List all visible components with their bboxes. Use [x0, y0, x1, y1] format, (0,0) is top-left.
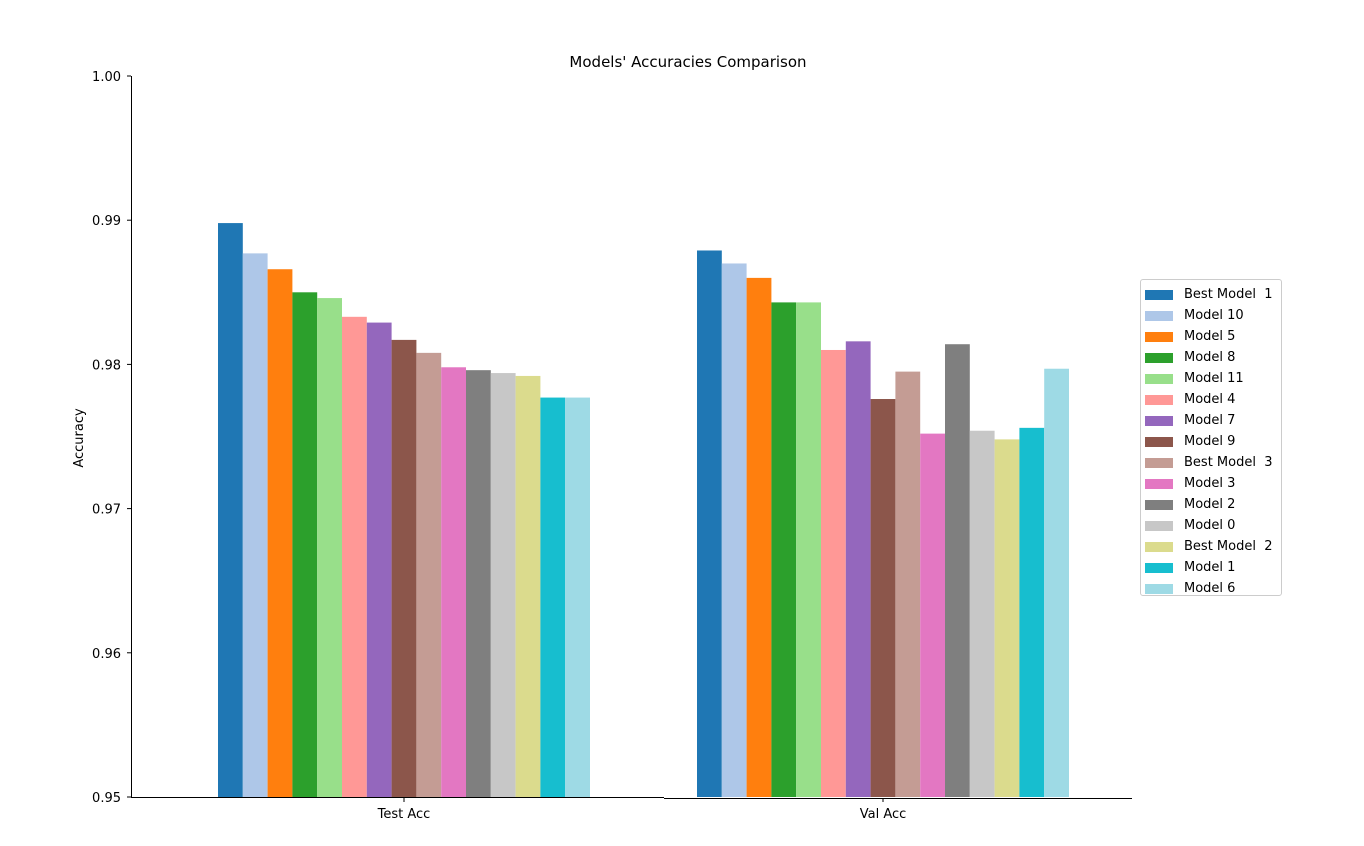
- bar: [267, 269, 293, 798]
- legend-label: Model 4: [1184, 392, 1236, 407]
- y-tick-label: 1.00: [92, 70, 121, 85]
- legend: Best Model 1 Model 10 Model 5 Model 8 Model …: [1140, 279, 1282, 596]
- y-tick-label: 0.99: [92, 214, 121, 229]
- legend-item: Best Model 2: [1141, 536, 1281, 557]
- bar: [1019, 427, 1045, 797]
- bar: [466, 370, 491, 797]
- bar: [796, 302, 821, 797]
- legend-item: Best Model 3: [1141, 452, 1281, 473]
- legend-item: Model 0: [1141, 515, 1281, 536]
- bar: [441, 367, 466, 797]
- y-tick-label: 0.95: [92, 791, 121, 806]
- bar: [945, 344, 970, 797]
- bar: [366, 322, 392, 797]
- bar: [242, 253, 268, 797]
- x-ticks-group: Test Acc Val Acc: [377, 798, 907, 822]
- legend-label: Model 5: [1184, 329, 1236, 344]
- y-axis-label: Accuracy: [72, 408, 87, 468]
- legend-item: Model 1: [1141, 557, 1281, 578]
- legend-label: Best Model 2: [1184, 539, 1273, 554]
- bar: [895, 371, 921, 797]
- legend-label: Model 10: [1184, 308, 1244, 323]
- legend-label: Model 1: [1184, 560, 1236, 575]
- bar: [845, 341, 871, 797]
- legend-swatch: [1145, 541, 1173, 552]
- bar: [920, 433, 945, 797]
- legend-swatch: [1145, 436, 1173, 447]
- legend-label: Best Model 3: [1184, 455, 1273, 470]
- bar: [218, 223, 243, 797]
- legend-item: Model 4: [1141, 389, 1281, 410]
- legend-item: Model 9: [1141, 431, 1281, 452]
- bar: [994, 439, 1020, 797]
- bar: [292, 292, 318, 797]
- legend-label: Model 7: [1184, 413, 1236, 428]
- x-tick-label: Test Acc: [377, 807, 431, 822]
- legend-swatch: [1145, 394, 1173, 405]
- bar: [821, 349, 846, 797]
- legend-item: Model 11: [1141, 368, 1281, 389]
- legend-item: Model 8: [1141, 347, 1281, 368]
- bars-group: [218, 223, 1069, 798]
- legend-swatch: [1145, 562, 1173, 573]
- chart-title: Models' Accuracies Comparison: [569, 53, 806, 71]
- legend-label: Model 8: [1184, 350, 1236, 365]
- y-tick-label: 0.96: [92, 647, 121, 662]
- legend-item: Model 5: [1141, 326, 1281, 347]
- y-tick-label: 0.98: [92, 358, 121, 373]
- legend-swatch: [1145, 331, 1173, 342]
- bar: [565, 397, 590, 797]
- legend-item: Model 2: [1141, 494, 1281, 515]
- bar: [416, 352, 442, 797]
- legend-swatch: [1145, 457, 1173, 468]
- bar: [391, 339, 417, 797]
- legend-label: Model 3: [1184, 476, 1236, 491]
- bar: [721, 263, 747, 798]
- legend-label: Model 9: [1184, 434, 1236, 449]
- bar: [870, 399, 896, 797]
- legend-swatch: [1145, 478, 1173, 489]
- legend-swatch: [1145, 415, 1173, 426]
- bar: [540, 397, 566, 797]
- bar: [490, 373, 516, 797]
- legend-item: Best Model 1: [1141, 284, 1281, 305]
- y-tick-label: 0.97: [92, 503, 121, 518]
- legend-swatch: [1145, 520, 1173, 531]
- bar: [342, 316, 367, 797]
- legend-label: Best Model 1: [1184, 287, 1273, 302]
- legend-swatch: [1145, 310, 1173, 321]
- legend-swatch: [1145, 373, 1173, 384]
- bar: [969, 430, 995, 797]
- legend-swatch: [1145, 499, 1173, 510]
- legend-swatch: [1145, 583, 1173, 594]
- bar: [1044, 368, 1069, 797]
- legend-swatch: [1145, 352, 1173, 363]
- legend-item: Model 10: [1141, 305, 1281, 326]
- legend-label: Model 0: [1184, 518, 1236, 533]
- legend-item: Model 3: [1141, 473, 1281, 494]
- legend-swatch: [1145, 289, 1173, 300]
- bar: [697, 250, 722, 798]
- legend-label: Model 11: [1184, 371, 1244, 386]
- bar: [771, 302, 797, 797]
- bar: [746, 277, 772, 797]
- legend-label: Model 6: [1184, 581, 1236, 596]
- x-tick-label: Val Acc: [860, 807, 907, 822]
- bar: [317, 298, 342, 797]
- bar: [515, 375, 541, 797]
- y-ticks-group: 0.95 0.96 0.97 0.98 0.99 1.00: [92, 70, 131, 806]
- legend-item: Model 6: [1141, 578, 1281, 599]
- legend-label: Model 2: [1184, 497, 1236, 512]
- legend-item: Model 7: [1141, 410, 1281, 431]
